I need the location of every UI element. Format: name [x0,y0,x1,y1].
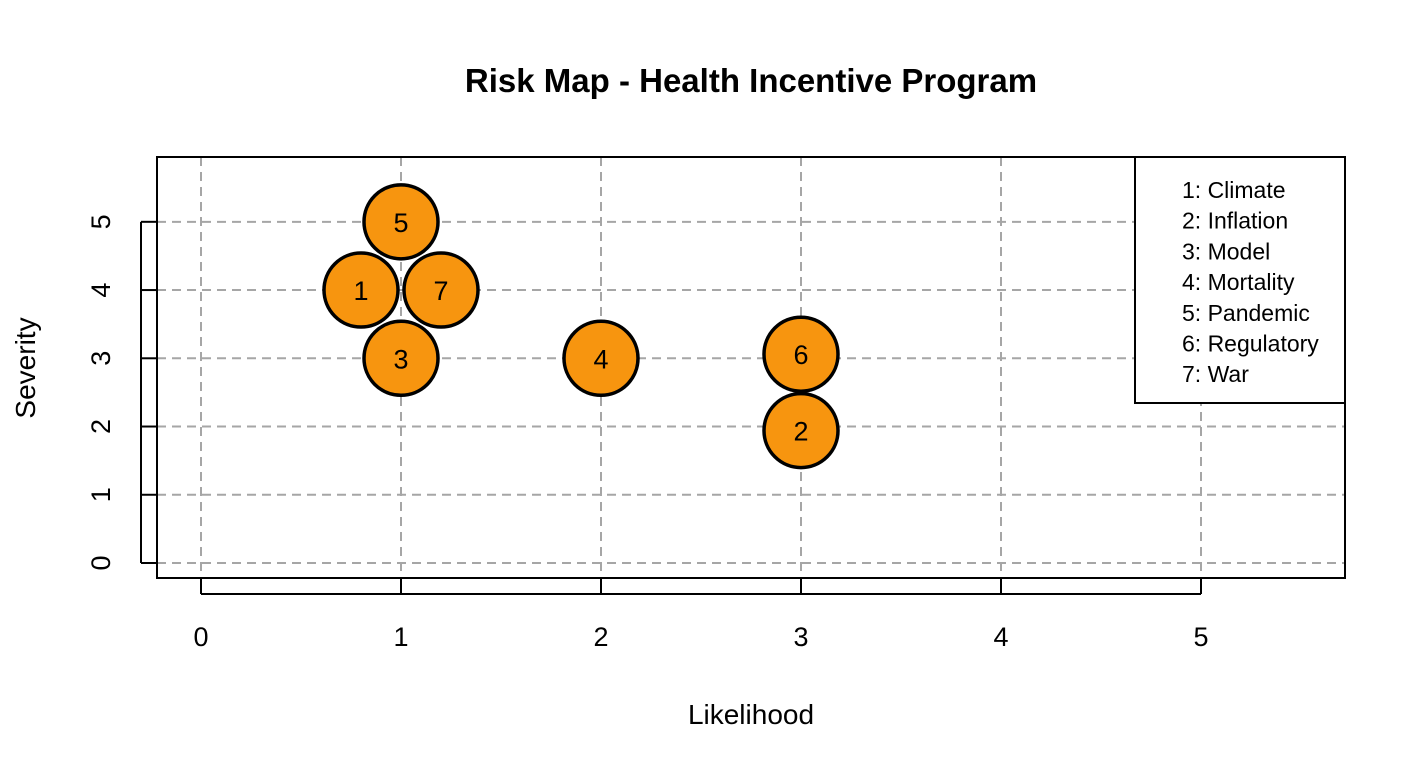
risk-point-marker [322,251,400,329]
legend-entry: 4: Mortality [1182,269,1295,295]
legend-box [1134,156,1346,404]
risk-point-marker [362,319,440,398]
x-tick-label: 4 [993,622,1008,652]
y-tick-label: 1 [86,487,116,502]
axis-layer: 0 1 2 3 4 5 0 1 2 3 4 5 [86,214,1209,652]
risk-point-label: 7 [433,276,448,306]
x-tick-label: 5 [1193,622,1208,652]
y-tick-label: 2 [86,419,116,434]
y-axis-label: Severity [10,317,41,418]
risk-point-marker [362,183,440,261]
risk-point-marker [762,315,840,393]
legend: 1: Climate 2: Inflation 3: Model 4: Mortali… [1134,156,1346,404]
points-layer: 1 2 3 4 5 6 7 [322,183,840,470]
risk-point-label: 5 [393,208,408,238]
x-tick-label: 2 [593,622,608,652]
x-axis-label: Likelihood [688,699,814,730]
y-tick-label: 5 [86,214,116,229]
legend-entry: 2: Inflation [1182,208,1288,234]
risk-point-label: 1 [353,276,368,306]
risk-point-label: 4 [593,344,608,374]
legend-entry: 6: Regulatory [1182,331,1319,357]
legend-entry: 3: Model [1182,238,1270,264]
y-tick-label: 0 [86,555,116,570]
chart-title: Risk Map - Health Incentive Program [465,62,1037,99]
legend-entry: 5: Pandemic [1182,300,1310,326]
risk-point-marker [402,251,480,329]
legend-entry: 1: Climate [1182,177,1286,203]
x-tick-label: 0 [193,622,208,652]
risk-point-label: 2 [793,417,808,447]
legend-entry: 7: War [1182,361,1249,387]
risk-point-label: 3 [393,344,408,374]
risk-point-label: 6 [793,340,808,370]
x-tick-label: 1 [393,622,408,652]
risk-point-marker [762,391,840,470]
y-tick-label: 4 [86,283,116,298]
risk-point-marker [562,319,640,398]
x-tick-label: 3 [793,622,808,652]
legend-items: 1: Climate 2: Inflation 3: Model 4: Mortali… [1182,177,1319,387]
y-tick-label: 3 [86,351,116,366]
